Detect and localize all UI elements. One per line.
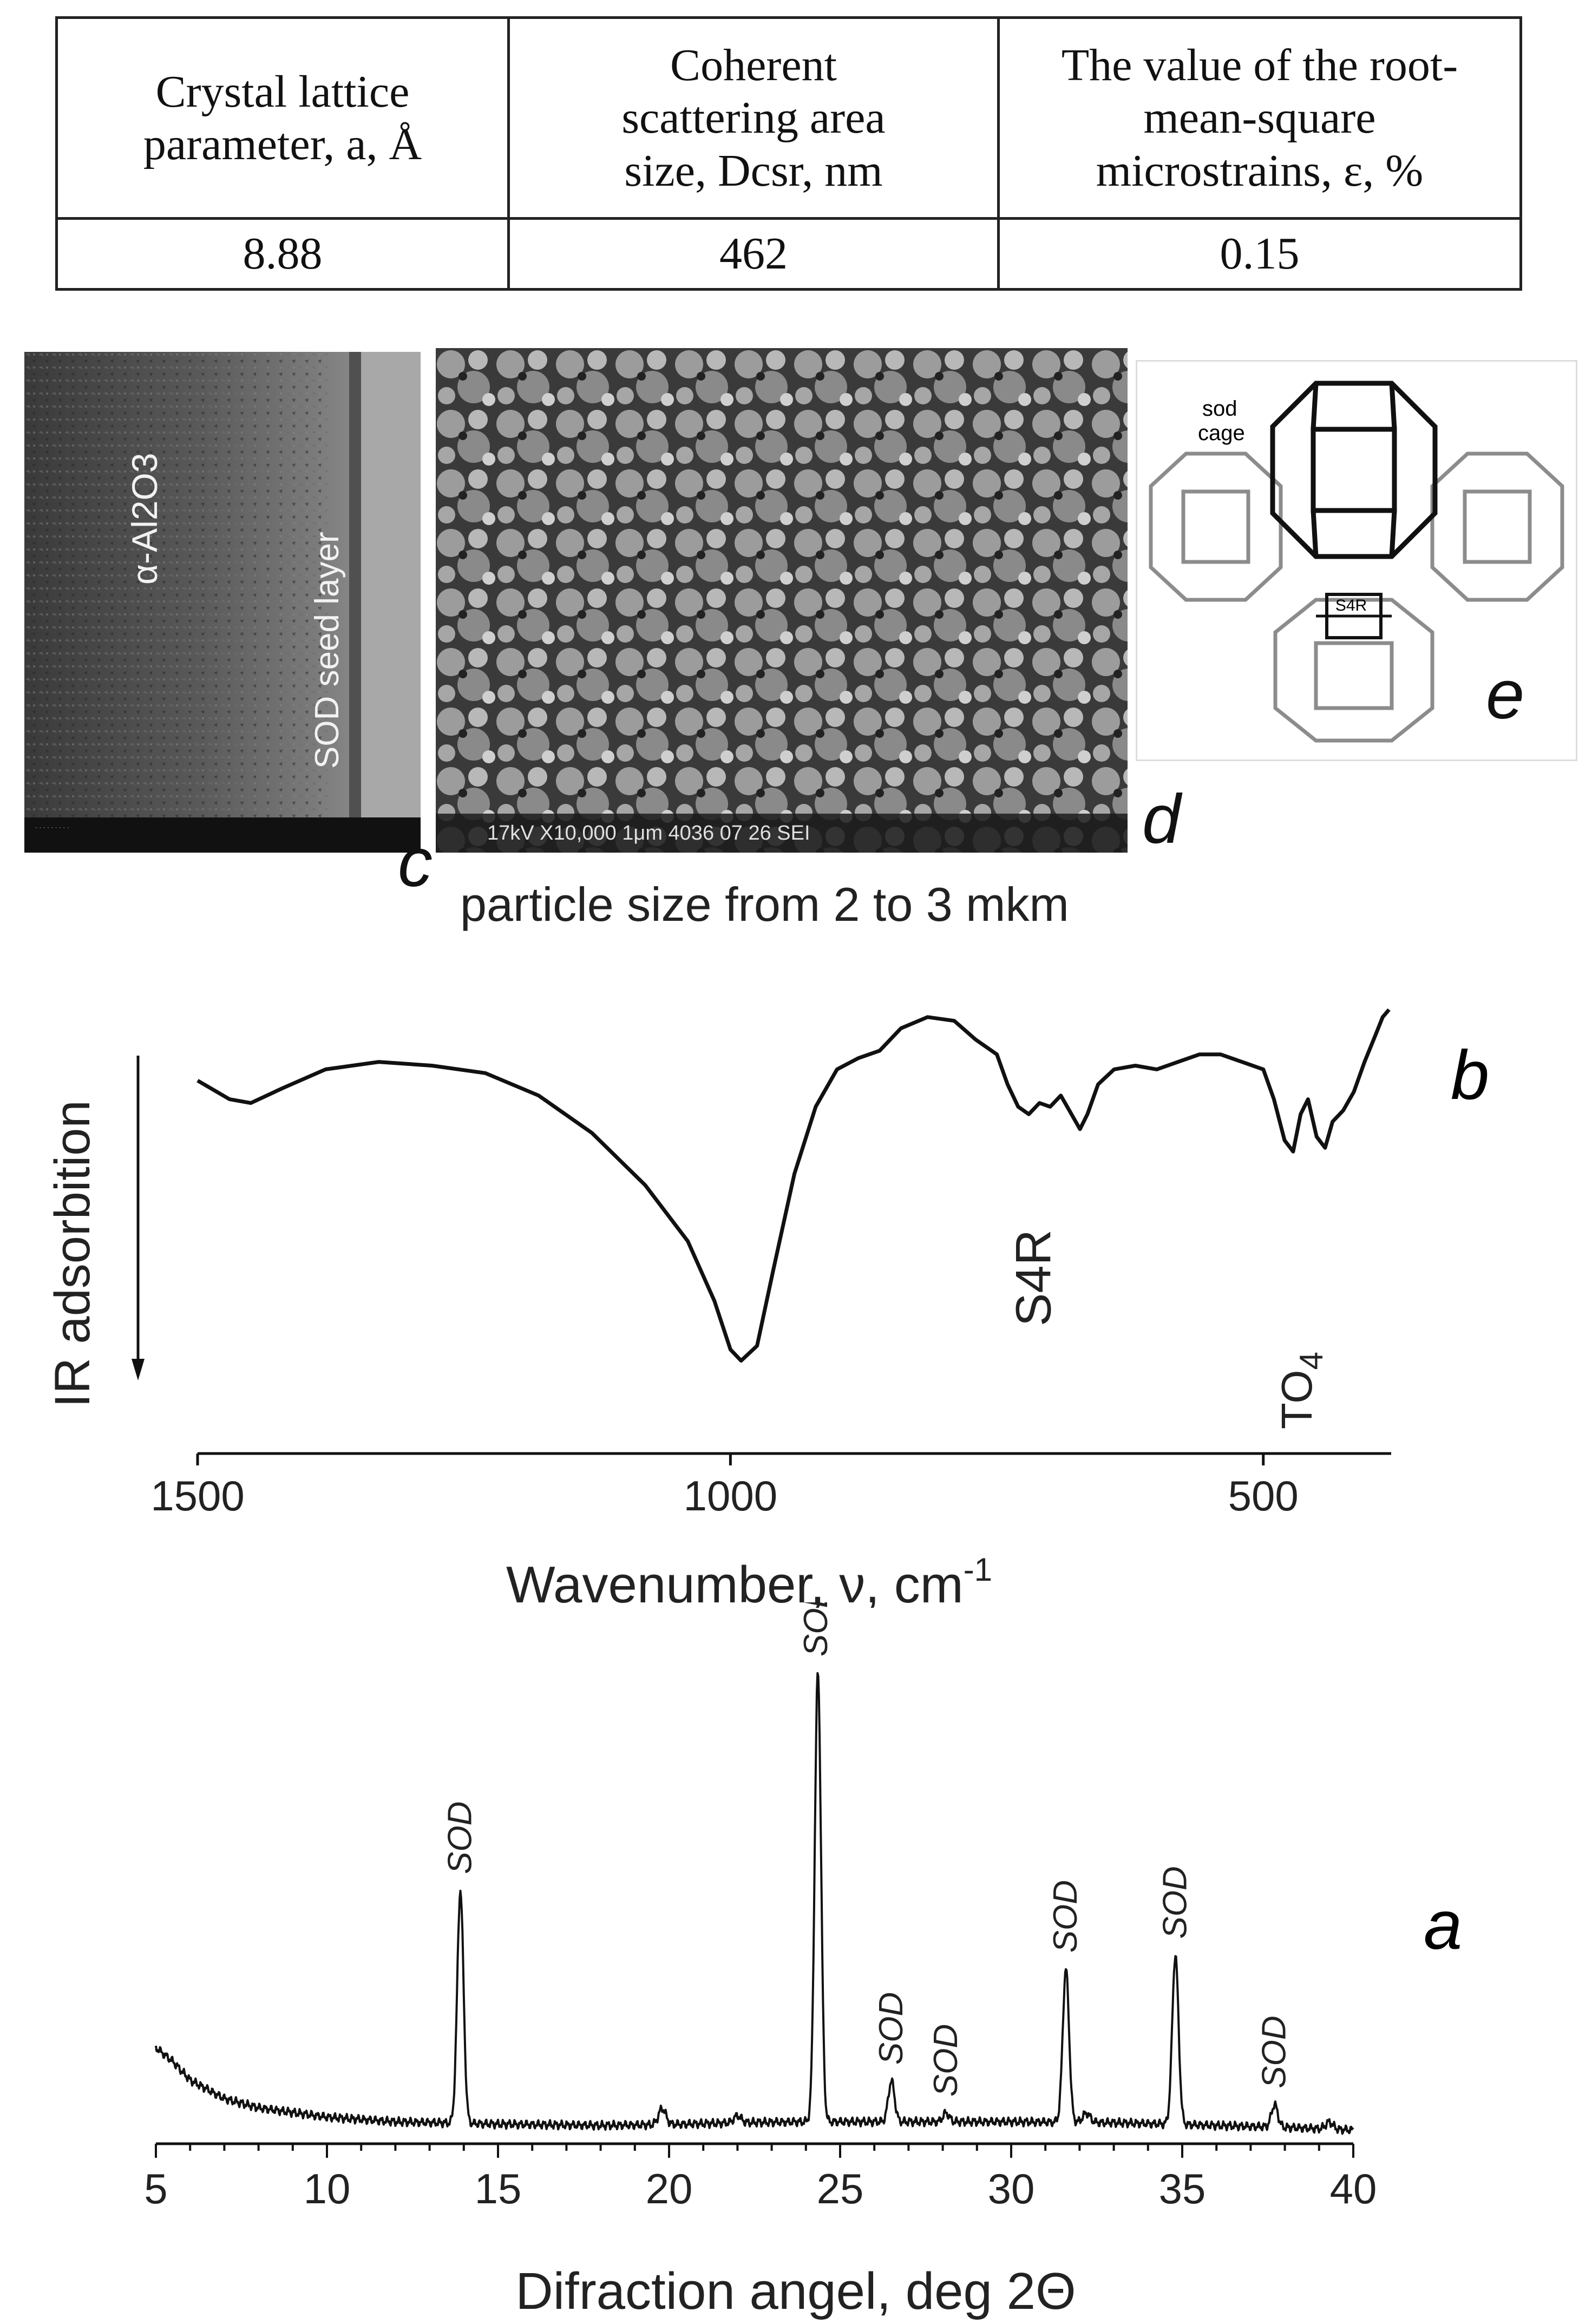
xrd-peak-label: SOD [441,1801,479,1874]
sodalite-structure-graphic: S4R sod cage [1149,381,1564,743]
xrd-x-tick-label: 25 [817,2165,864,2212]
sem-particles-image: 17kV X10,000 1μm 4036 07 26 SEI [436,348,1128,853]
s4r-label: S4R [1335,597,1367,614]
xrd-x-tick-label: 30 [988,2165,1035,2212]
header-line: microstrains, ε, % [1096,145,1424,196]
panel-letter-d: d [1142,781,1181,858]
ir-annotation-s4r: S4R [1006,1229,1062,1326]
xrd-peak-label: SOD [797,1602,835,1657]
header-line: size, Dcsr, nm [624,145,883,196]
particle-size-caption: particle size from 2 to 3 mkm [460,878,1069,931]
ir-x-tick-label: 1500 [150,1472,245,1520]
xrd-x-tick-label: 15 [475,2165,522,2212]
header-line: mean-square [1143,93,1376,143]
panel-letter-a: a [1424,1887,1462,1964]
xrd-x-tick-label: 20 [646,2165,693,2212]
sem-particles-graphic: 17kV X10,000 1μm 4036 07 26 SEI [436,348,1128,853]
header-line: The value of the root- [1061,40,1458,90]
xrd-x-tick-label: 5 [144,2165,167,2212]
ir-x-axis-label: Wavenumber, ν, cm-1 [506,1551,992,1608]
table-header-cell: Coherent scattering area size, Dcsr, nm [507,16,1000,220]
xrd-x-tick-label: 40 [1330,2165,1377,2212]
xrd-peak-label: SOD [1256,2015,1293,2088]
table-header-cell: Crystal lattice parameter, a, Å [55,16,510,220]
parameters-table: Crystal lattice parameter, a, Å Coherent… [55,16,1522,291]
alumina-label: α-Al2O3 [125,453,165,585]
xrd-peak-label: SOD [873,1992,910,2065]
ir-x-tick-label: 1000 [684,1472,778,1520]
table-value-cell: 462 [507,217,1000,291]
header-line: Coherent [670,40,837,90]
xrd-peak-label: SOD [1047,1880,1084,1953]
panel-letter-c: c [398,824,433,901]
ir-x-tick-label: 500 [1228,1472,1299,1520]
sem-cross-section-image: · · · · · · · · · α-Al2O3 SOD seed layer [24,352,421,853]
ir-x-axis-label-main: Wavenumber, ν, cm [506,1556,964,1608]
sod-cage-label-1: sod [1202,397,1237,421]
panel-letter-b: b [1451,1037,1489,1114]
xrd-peak-label: SOD [927,2024,965,2097]
xrd-x-tick-label: 35 [1159,2165,1206,2212]
table-value-cell: 8.88 [55,217,510,291]
sem-cross-section-graphic: · · · · · · · · · α-Al2O3 SOD seed layer [24,352,421,853]
table-header-row: Crystal lattice parameter, a, Å Coherent… [55,16,1522,220]
sod-cage-label-2: cage [1198,421,1245,445]
ir-spectrum-chart: 1500 1000 500 b IR adsorbition Wavenumber,… [45,1008,1489,1608]
ir-x-axis-label-sup: -1 [964,1551,992,1588]
xrd-x-tick-label: 10 [304,2165,351,2212]
ir-y-arrowhead [132,1359,145,1380]
header-line: scattering area [621,93,886,143]
sodalite-structure-diagram: S4R sod cage [1136,360,1577,761]
xrd-peak-label: SOD [1156,1866,1194,1939]
table-header-cell: The value of the root- mean-square micro… [997,16,1522,220]
xrd-x-axis-label: Difraction angel, deg 2Θ [515,2262,1076,2320]
header-line: Crystal lattice [155,66,410,117]
panel-letter-e: e [1486,656,1525,734]
seed-layer-label: SOD seed layer [309,532,346,769]
ir-series-line [196,1008,1391,1363]
sem-footer-text: · · · · · · · · · [35,823,69,831]
ir-annotation-to4: TO4 [1273,1352,1329,1429]
table-value-cell: 0.15 [997,217,1522,291]
ir-y-axis-label: IR adsorbition [45,1100,100,1408]
header-line: parameter, a, Å [143,119,422,169]
xrd-series-line [155,1672,1354,2135]
table-value-row: 8.88 462 0.15 [55,217,1522,291]
sem-info-text: 17kV X10,000 1μm 4036 07 26 SEI [487,822,810,845]
